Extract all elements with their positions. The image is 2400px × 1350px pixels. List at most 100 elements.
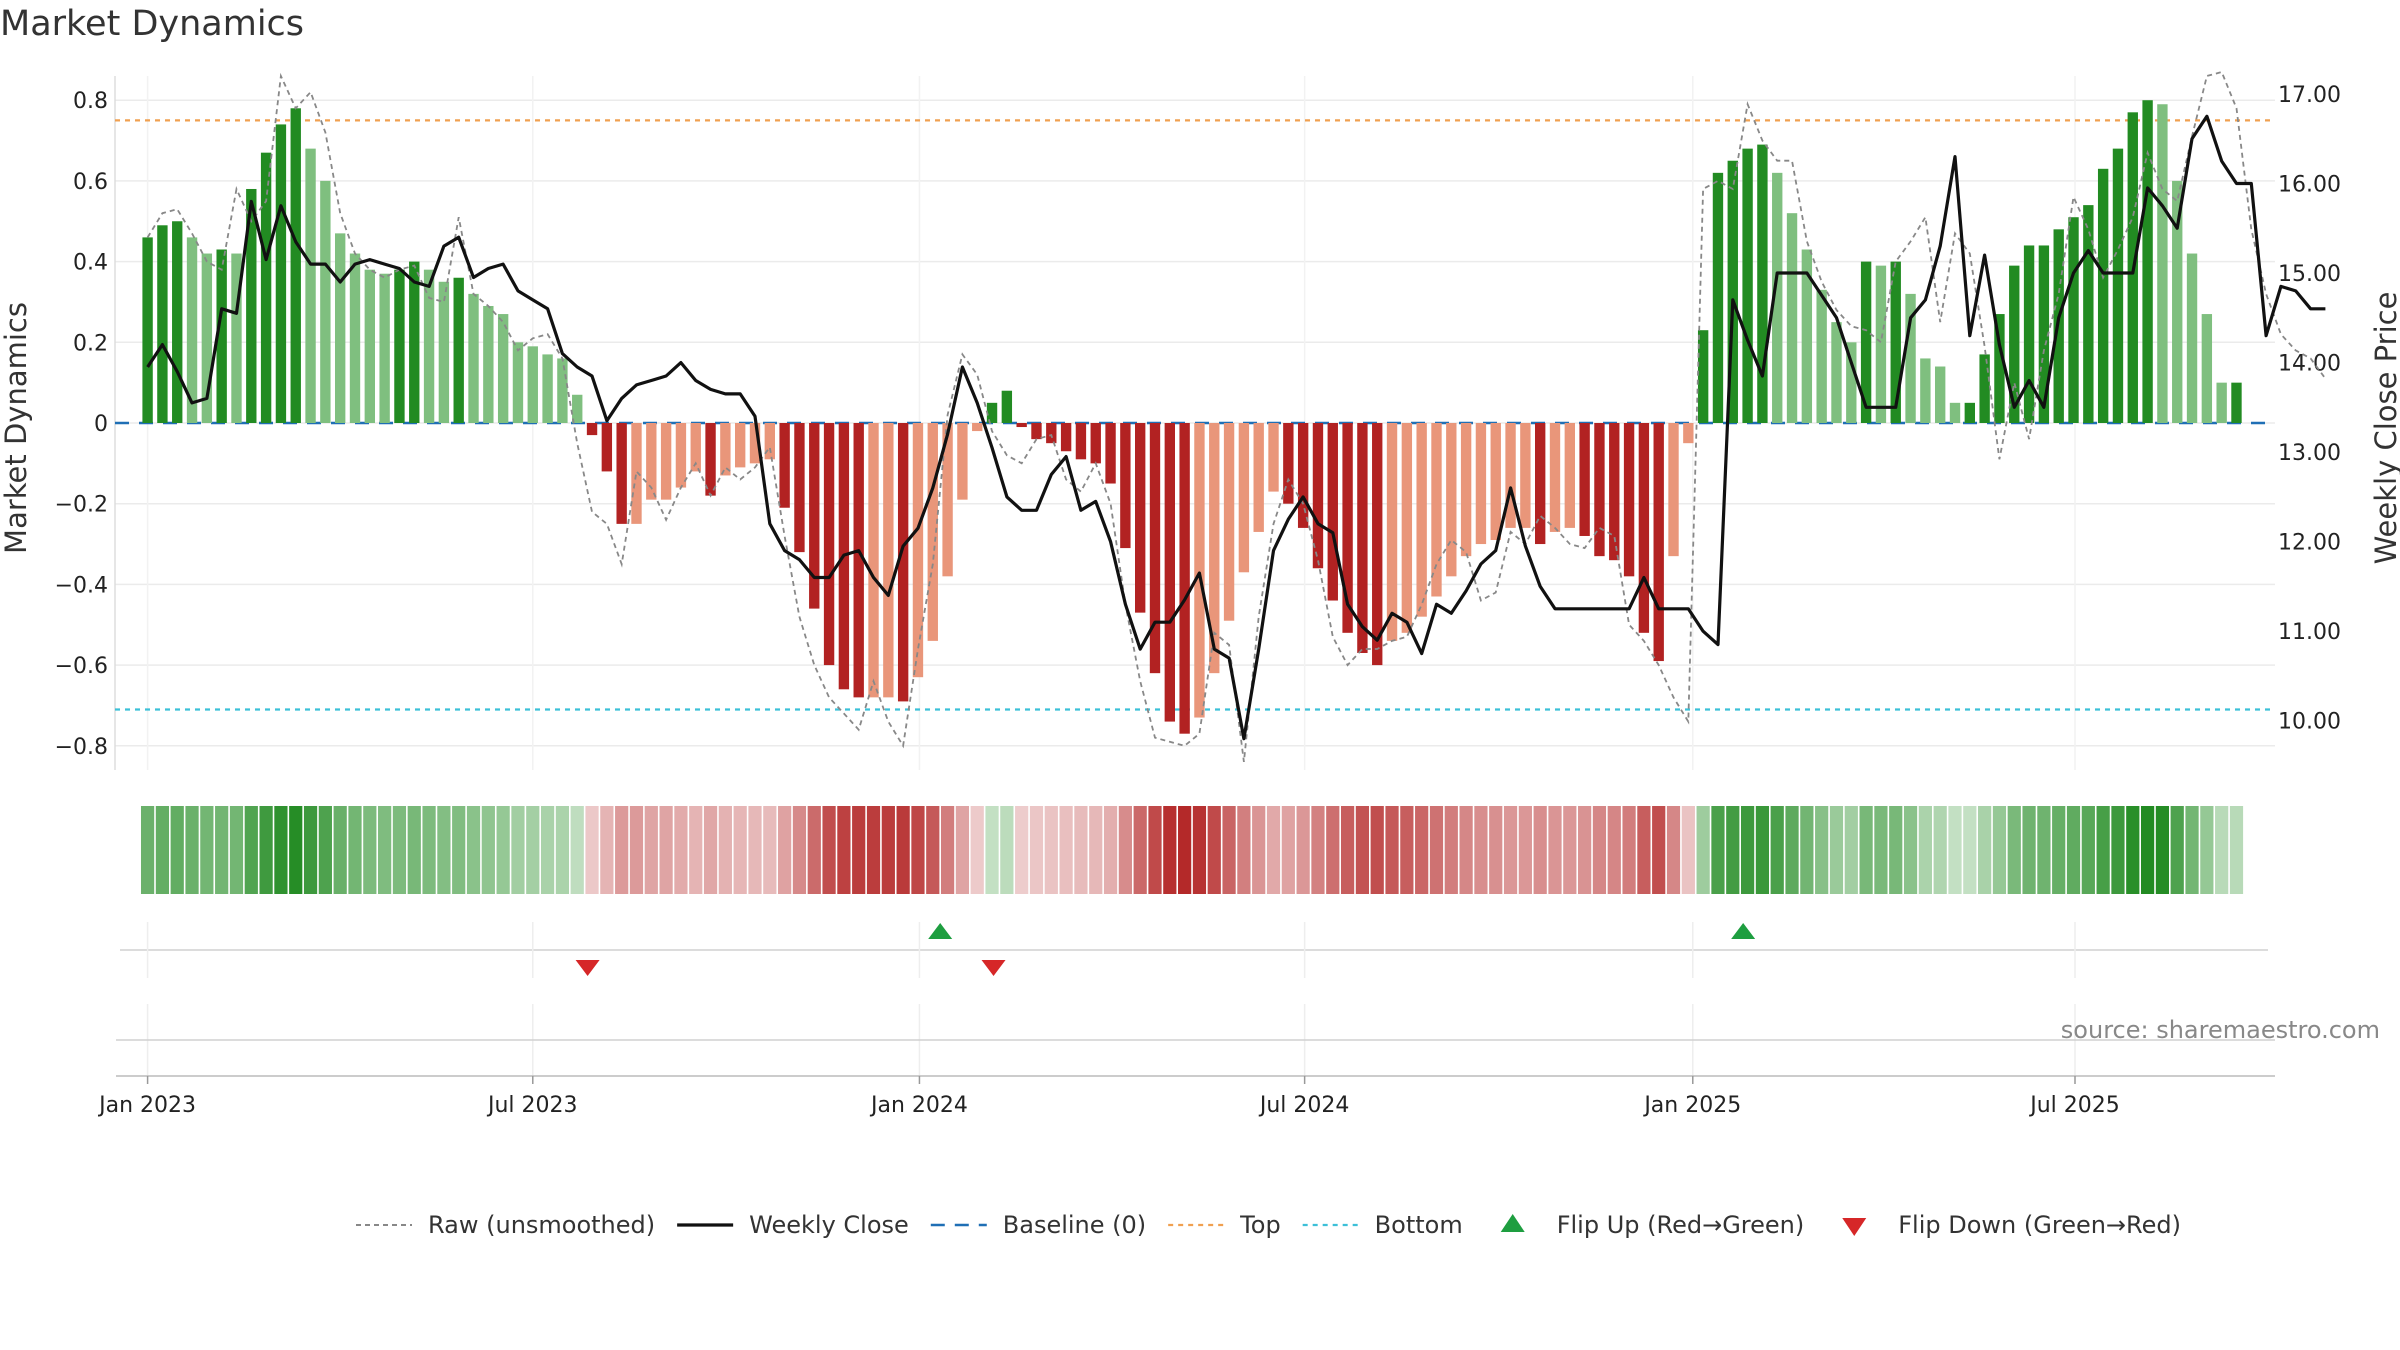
heat-cell	[1252, 806, 1266, 894]
heat-cell	[926, 806, 940, 894]
dynamics-bar	[868, 423, 879, 698]
dynamics-bar	[957, 423, 968, 500]
dynamics-bar	[690, 423, 701, 472]
dynamics-bar	[883, 423, 894, 698]
heat-cell	[215, 806, 229, 894]
heat-cell	[1059, 806, 1073, 894]
heat-cell	[1578, 806, 1592, 894]
heat-cell	[1681, 806, 1695, 894]
dynamics-bar	[1757, 144, 1768, 423]
heat-cell	[2140, 806, 2155, 894]
heat-cell	[881, 806, 895, 894]
dynamics-bar	[2186, 253, 2198, 423]
heat-cell	[955, 806, 970, 894]
dynamics-bar	[1727, 160, 1738, 424]
bottom-panel	[116, 1004, 2275, 1077]
heat-cell	[1281, 806, 1295, 894]
heat-cell	[1000, 806, 1014, 894]
heat-cell	[1015, 806, 1029, 894]
heat-cell	[940, 806, 955, 894]
heat-cell	[2229, 806, 2244, 894]
legend: Raw (unsmoothed) Weekly Close Baseline (0)…	[356, 1211, 2181, 1239]
heat-cell	[2096, 806, 2110, 894]
legend-flip-up-swatch	[1500, 1214, 1525, 1232]
dynamics-bar	[1386, 423, 1398, 641]
flip-down-marker	[981, 960, 1006, 976]
dynamics-bar	[853, 423, 864, 698]
y2-tick-label: 15.00	[2278, 262, 2341, 287]
dynamics-bar	[1831, 322, 1842, 423]
heat-cell	[1370, 806, 1384, 894]
heat-cell	[407, 806, 421, 894]
dynamics-bar	[675, 423, 687, 488]
dynamics-bar	[1683, 423, 1694, 444]
heat-cell	[837, 806, 851, 894]
y-tick-label: 0.8	[73, 89, 108, 114]
dynamics-bar	[1135, 423, 1146, 613]
legend-label-bottom: Bottom	[1375, 1211, 1463, 1239]
heat-cell	[792, 806, 807, 894]
heat-cell	[1133, 806, 1147, 894]
dynamics-bar	[290, 108, 301, 424]
dynamics-bar	[794, 423, 805, 553]
dynamics-bar	[1446, 423, 1457, 577]
dynamics-bar	[1001, 390, 1013, 423]
dynamics-bar	[2172, 180, 2183, 423]
chart-title: Market Dynamics	[0, 4, 305, 44]
heat-cell	[1074, 806, 1088, 894]
dynamics-bar	[2023, 245, 2035, 423]
dynamics-bar	[483, 305, 494, 423]
dynamics-bar	[2142, 100, 2153, 424]
dynamics-bar	[1623, 423, 1635, 577]
y-axis-ticks: −0.8 −0.6 −0.4 −0.2 0 0.2 0.4 0.6 0.8	[55, 89, 108, 760]
dynamics-bar	[986, 402, 998, 423]
heat-cell	[629, 806, 644, 894]
heat-cell	[363, 806, 377, 894]
dynamics-bar	[1179, 423, 1190, 734]
dynamics-bar	[1905, 293, 1916, 423]
dynamics-bar	[1594, 423, 1605, 557]
heat-cell	[1029, 806, 1044, 894]
dynamics-bar	[1075, 423, 1087, 460]
heat-cell	[1266, 806, 1281, 894]
dynamics-bar	[1016, 423, 1027, 428]
dynamics-bar	[1535, 423, 1546, 545]
dynamics-bar	[379, 273, 390, 423]
legend-label-baseline: Baseline (0)	[1003, 1211, 1146, 1239]
dynamics-bar	[1475, 423, 1487, 545]
heat-cell	[170, 806, 184, 894]
dynamics-bar	[2083, 205, 2094, 423]
heat-cell	[259, 806, 273, 894]
dynamics-bar	[646, 423, 657, 500]
y2-tick-label: 11.00	[2278, 620, 2341, 645]
y2-axis-label: Weekly Close Price	[2369, 292, 2400, 565]
heat-cell	[452, 806, 466, 894]
dynamics-bar	[809, 423, 820, 609]
x-tick-label: Jul 2025	[2028, 1093, 2120, 1118]
dynamics-bar	[1816, 289, 1827, 423]
dynamics-bar	[1031, 423, 1042, 440]
heat-cell	[1178, 806, 1192, 894]
dynamics-bar	[1846, 342, 1857, 423]
heat-cell	[1089, 806, 1103, 894]
heat-cell	[2155, 806, 2170, 894]
heat-cell	[1711, 806, 1725, 894]
dynamics-bar	[2009, 265, 2020, 423]
dynamics-bar	[631, 423, 642, 524]
heat-cell	[985, 806, 999, 894]
heat-cell	[2037, 806, 2051, 894]
heat-cell	[422, 806, 436, 894]
dynamics-bar	[2157, 104, 2168, 423]
dynamics-bar	[1772, 172, 1783, 423]
dynamics-bar	[542, 354, 553, 423]
heat-cell	[1652, 806, 1666, 894]
heat-cell	[1666, 806, 1681, 894]
heat-cell	[1518, 806, 1532, 894]
dynamics-bar	[1653, 423, 1664, 662]
flip-up-marker	[928, 923, 953, 939]
dynamics-bar	[1090, 423, 1101, 464]
legend-label-raw: Raw (unsmoothed)	[428, 1211, 655, 1239]
dynamics-bar	[705, 423, 716, 496]
dynamics-bar	[349, 253, 361, 423]
heat-cell	[1296, 806, 1310, 894]
